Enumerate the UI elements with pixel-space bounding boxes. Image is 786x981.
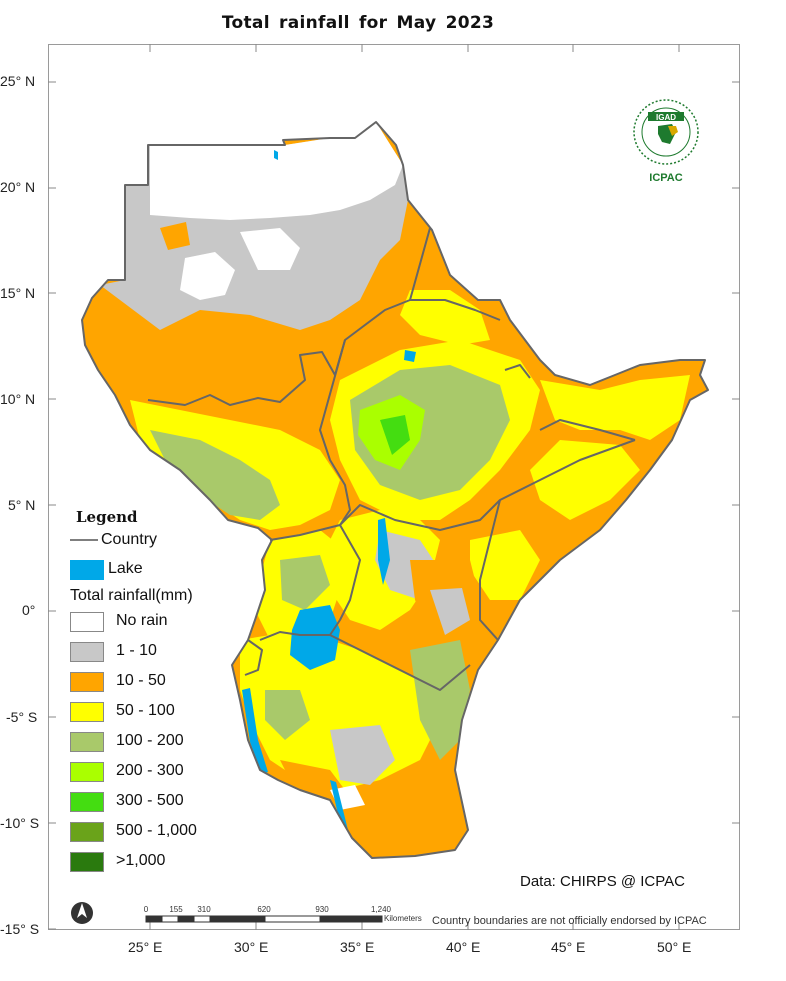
legend-rain-title-text: Total rainfall(mm) bbox=[70, 587, 193, 604]
legend-class-label: >1,000 bbox=[116, 852, 166, 869]
legend-class-swatch bbox=[70, 762, 104, 782]
legend-class-swatch bbox=[70, 672, 104, 692]
legend-class-label: No rain bbox=[116, 612, 168, 629]
graticule bbox=[48, 44, 740, 930]
lon-label: 30° E bbox=[234, 939, 269, 955]
lon-label: 40° E bbox=[446, 939, 481, 955]
scale-unit: Kilometers bbox=[384, 914, 422, 923]
lat-label: -5° S bbox=[6, 709, 38, 725]
legend-title: Legend bbox=[76, 508, 138, 526]
scale-bar bbox=[145, 915, 383, 923]
legend-class-swatch bbox=[70, 612, 104, 632]
lat-label: 20° N bbox=[0, 179, 36, 195]
data-credit: Data: CHIRPS @ ICPAC bbox=[520, 873, 685, 890]
legend-rain-title: Total rainfall(mm) bbox=[70, 587, 193, 609]
map-title: Total rainfall for May 2023 bbox=[221, 13, 495, 33]
legend-class-label: 1 - 10 bbox=[116, 642, 157, 659]
legend-class-label: 300 - 500 bbox=[116, 792, 184, 809]
lon-label: 50° E bbox=[657, 939, 692, 955]
logo-top-text: IGAD bbox=[656, 113, 676, 122]
scale-tick: 310 bbox=[197, 905, 211, 914]
logo-bottom-text: ICPAC bbox=[649, 172, 683, 184]
disclaimer: Country boundaries are not officially en… bbox=[432, 915, 707, 927]
lat-label: 5° N bbox=[8, 497, 36, 513]
legend-class-swatch bbox=[70, 792, 104, 812]
lat-label: 25° N bbox=[0, 73, 36, 89]
lon-label: 35° E bbox=[340, 939, 375, 955]
legend-class-label: 100 - 200 bbox=[116, 732, 184, 749]
legend-class-label: 200 - 300 bbox=[116, 762, 184, 779]
legend-class-label: 50 - 100 bbox=[116, 702, 175, 719]
legend: Legend bbox=[68, 508, 248, 526]
legend-class-swatch bbox=[70, 852, 104, 872]
legend-class-swatch bbox=[70, 702, 104, 722]
scale-tick: 1,240 bbox=[370, 905, 392, 914]
legend-class-label: 500 - 1,000 bbox=[116, 822, 197, 839]
lat-label: 15° N bbox=[0, 285, 36, 301]
lon-label: 25° E bbox=[128, 939, 163, 955]
lon-label: 45° E bbox=[551, 939, 586, 955]
lat-label: 0° bbox=[22, 602, 36, 618]
rainfall-raster bbox=[82, 122, 708, 858]
scale-tick: 620 bbox=[257, 905, 271, 914]
legend-class-swatch bbox=[70, 642, 104, 662]
lat-label: -10° S bbox=[0, 815, 40, 831]
lat-label: -15° S bbox=[0, 921, 40, 937]
north-arrow-icon bbox=[71, 902, 93, 924]
igad-logo: IGAD bbox=[633, 99, 699, 165]
legend-class-label: 10 - 50 bbox=[116, 672, 166, 689]
scale-tick: 930 bbox=[315, 905, 329, 914]
legend-class-swatch bbox=[70, 732, 104, 752]
scale-tick: 155 bbox=[169, 905, 183, 914]
scale-tick: 0 bbox=[143, 905, 149, 914]
country-boundaries bbox=[81, 121, 709, 859]
legend-lake-label: Lake bbox=[108, 560, 143, 577]
map-frame bbox=[48, 44, 740, 930]
legend-class-swatch bbox=[70, 822, 104, 842]
legend-lake-swatch bbox=[70, 560, 104, 580]
legend-country-label: Country bbox=[101, 531, 158, 548]
lat-label: 10° N bbox=[0, 391, 36, 407]
